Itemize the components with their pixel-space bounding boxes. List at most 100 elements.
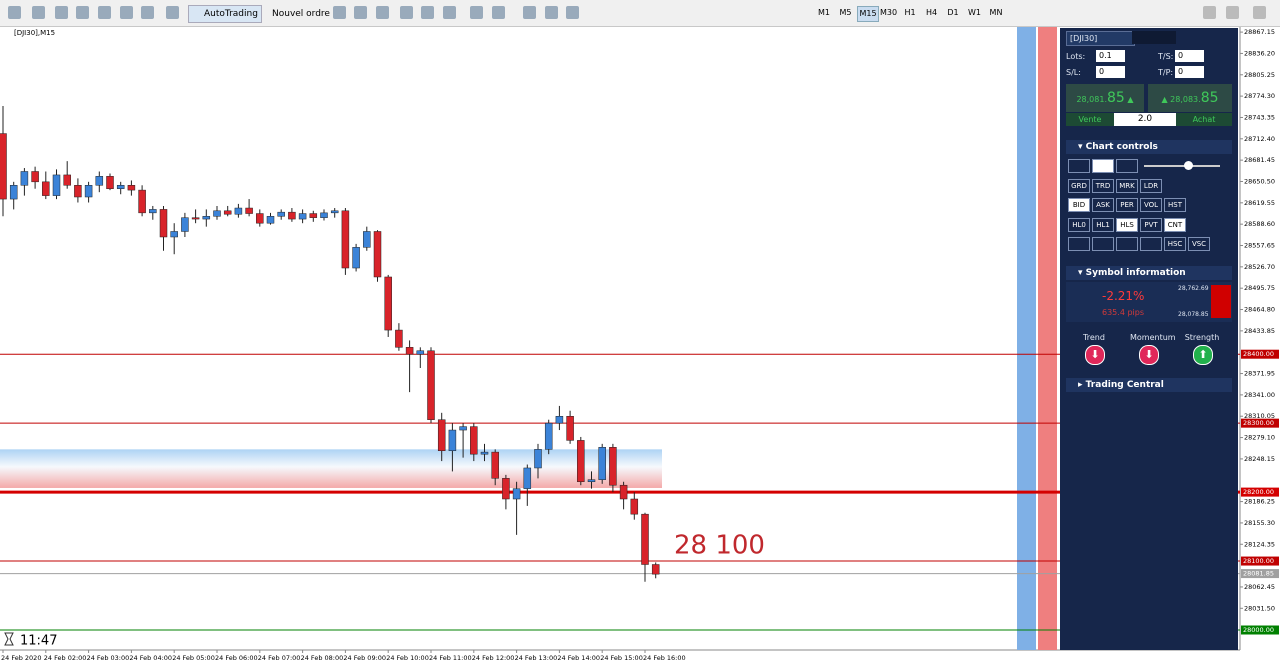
autotrading-button[interactable]: AutoTrading [188, 5, 262, 23]
candle-body [523, 467, 532, 489]
candle-body [127, 185, 136, 191]
icon[interactable] [443, 6, 456, 19]
level-label: 28200.00 [1243, 488, 1274, 496]
sell-button[interactable]: 28,081.85 ▲ [1066, 84, 1144, 112]
icon[interactable] [8, 6, 21, 19]
timeframe-button[interactable]: M5 [839, 8, 852, 17]
candle-body [491, 451, 499, 479]
control-button[interactable]: HLS [1116, 218, 1138, 232]
icon[interactable] [1203, 6, 1216, 19]
annotation: 28 100 [674, 531, 765, 561]
search[interactable] [1132, 31, 1176, 44]
sl-input[interactable]: 0 [1096, 66, 1125, 78]
x-tick-label: 24 Feb 07:00 [258, 654, 301, 662]
control-button[interactable]: MRK [1116, 179, 1138, 193]
timeframe-button[interactable]: M1 [818, 8, 830, 17]
candle-body [42, 181, 50, 196]
control-button[interactable]: HST [1164, 198, 1186, 212]
trade-panel: [DJI30] Lots: 0.1 T/S: 0 S/L: 0 T/P: 0 2… [1060, 28, 1238, 650]
new-order-button[interactable]: Nouvel ordre [256, 5, 334, 23]
icon[interactable] [120, 6, 133, 19]
icon-button[interactable] [1116, 159, 1138, 173]
icon[interactable] [333, 6, 346, 19]
icon[interactable] [32, 6, 45, 19]
tp-input[interactable]: 0 [1175, 66, 1204, 78]
candle-body [598, 447, 606, 480]
timeframe-button[interactable]: W1 [968, 8, 981, 17]
control-button[interactable]: TRD [1092, 179, 1114, 193]
control-button[interactable]: LDR [1140, 179, 1162, 193]
control-button[interactable]: PVT [1140, 218, 1162, 232]
volume-input[interactable]: 2.0 [1114, 113, 1176, 126]
candle-body [202, 216, 211, 220]
icon[interactable] [166, 6, 179, 19]
control-button[interactable]: CNT [1164, 218, 1186, 232]
nav-button[interactable] [1092, 237, 1114, 251]
icon[interactable] [492, 6, 505, 19]
nav-button[interactable] [1068, 237, 1090, 251]
chart-title: [DJI30],M15 [14, 29, 55, 37]
candle-body [363, 231, 371, 248]
candle-body [577, 440, 585, 483]
control-button[interactable]: ASK [1092, 198, 1114, 212]
x-tick-label: 24 Feb 10:00 [386, 654, 429, 662]
lots-input[interactable]: 0.1 [1096, 50, 1125, 62]
icon[interactable] [545, 6, 558, 19]
section-header[interactable]: ▾ Chart controls [1066, 140, 1232, 154]
control-button[interactable]: BID [1068, 198, 1090, 212]
icon[interactable] [376, 6, 389, 19]
icon[interactable] [1226, 6, 1239, 19]
control-button[interactable]: VOL [1140, 198, 1162, 212]
section-header[interactable]: ▸ Trading Central [1066, 378, 1232, 392]
icon[interactable] [141, 6, 154, 19]
x-tick-label: 24 Feb 12:00 [472, 654, 515, 662]
control-button[interactable]: HL0 [1068, 218, 1090, 232]
icon[interactable] [470, 6, 483, 19]
symbol-select[interactable]: [DJI30] [1066, 31, 1135, 46]
control-button[interactable]: GRD [1068, 179, 1090, 193]
icon-button[interactable] [1092, 159, 1114, 173]
control-button[interactable]: HL1 [1092, 218, 1114, 232]
candle-body [566, 416, 574, 441]
x-tick-label: 24 Feb 15:00 [600, 654, 643, 662]
buy-button[interactable]: ▲ 28,083.85 [1148, 84, 1232, 112]
icon[interactable] [76, 6, 89, 19]
icon[interactable] [55, 6, 68, 19]
timeframe-button[interactable]: M15 [857, 6, 879, 22]
control-button[interactable]: HSC [1164, 237, 1186, 251]
candle-body [502, 478, 510, 500]
timeframe-button[interactable]: M30 [879, 8, 898, 17]
timeframe-button[interactable]: D1 [947, 8, 959, 17]
button-label: Nouvel ordre [272, 9, 330, 19]
icon[interactable] [421, 6, 434, 19]
y-tick-label: 28774.30 [1244, 92, 1275, 100]
x-tick-label: 24 Feb 16:00 [643, 654, 686, 662]
control-button[interactable]: PER [1116, 198, 1138, 212]
timeframe-button[interactable]: MN [989, 8, 1003, 17]
control-button[interactable]: VSC [1188, 237, 1210, 251]
candle-body [288, 211, 296, 220]
icon[interactable] [354, 6, 367, 19]
icon[interactable] [566, 6, 579, 19]
slider-knob[interactable] [1184, 161, 1193, 170]
timeframe-button[interactable]: H1 [904, 8, 916, 17]
ts-input[interactable]: 0 [1175, 50, 1204, 62]
candle-body [384, 276, 392, 331]
nav-button[interactable] [1140, 237, 1162, 251]
indicator-icon: ⬇ [1139, 345, 1159, 365]
candle-body [320, 212, 328, 218]
icon[interactable] [1253, 6, 1266, 19]
timeframe-button[interactable]: H4 [925, 8, 938, 17]
candle-body [544, 422, 553, 450]
price: 28,081. [1076, 95, 1107, 104]
icon[interactable] [98, 6, 111, 19]
nav-button[interactable] [1116, 237, 1138, 251]
section-header[interactable]: ▾ Symbol information [1066, 266, 1232, 280]
icon-button[interactable] [1068, 159, 1090, 173]
slider[interactable] [1144, 165, 1220, 167]
sell-label[interactable]: Vente [1066, 113, 1114, 126]
icon[interactable] [400, 6, 413, 19]
icon[interactable] [523, 6, 536, 19]
buy-label[interactable]: Achat [1176, 113, 1232, 126]
candle-body [213, 210, 221, 217]
